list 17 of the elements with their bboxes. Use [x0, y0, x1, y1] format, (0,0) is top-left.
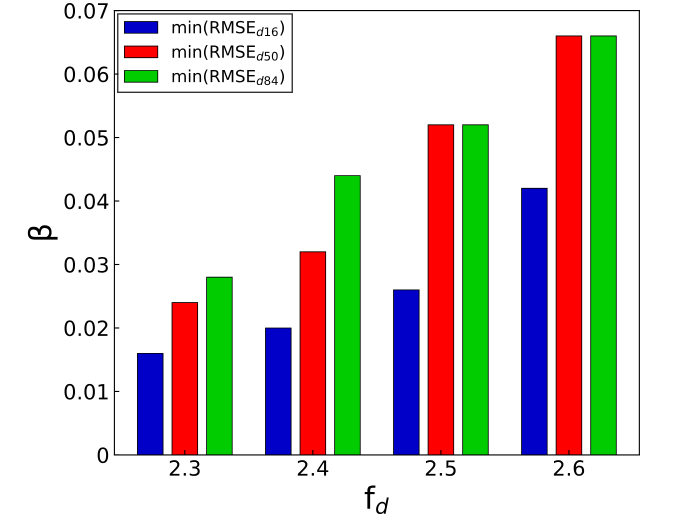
- y-tick-label: 0.06: [64, 66, 108, 82]
- y-tick-label: 0.04: [64, 193, 108, 210]
- legend-label: min(RMSE$_{d16}$): [172, 20, 284, 36]
- legend-label: min(RMSE$_{d84}$): [172, 70, 284, 86]
- x-tick-label: 2.3: [170, 460, 200, 476]
- y-tick-label: 0.07: [64, 3, 108, 19]
- y-tick-label: 0.05: [64, 130, 108, 146]
- legend-label: min(RMSE$_{d50}$): [172, 45, 284, 61]
- x-tick-label: 2.5: [426, 460, 456, 476]
- y-axis-title: β: [28, 225, 58, 240]
- y-tick-label: 0.02: [64, 320, 108, 336]
- x-tick-label: 2.4: [298, 460, 328, 476]
- y-tick-label: 0.03: [64, 256, 108, 273]
- x-axis-title: f$_{d}$: [364, 486, 389, 514]
- y-tick-label: 0: [98, 447, 108, 464]
- y-tick-label: 0.01: [64, 384, 108, 400]
- x-tick-label: 2.6: [554, 460, 584, 476]
